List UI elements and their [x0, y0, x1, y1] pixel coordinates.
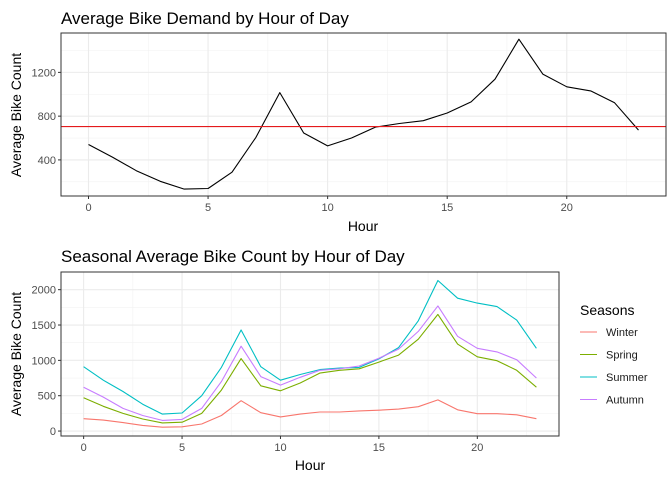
chart-2-gridlines [61, 271, 559, 436]
legend-label: Summer [606, 372, 648, 384]
x-tick-label: 20 [471, 442, 483, 454]
x-tick-label: 0 [85, 202, 91, 214]
chart-2-ticks: 0 5 10 15 20 0 500 1000 1500 2000 [32, 285, 484, 454]
legend-item-winter: Winter [580, 327, 638, 339]
chart-2-title: Seasonal Average Bike Count by Hour of D… [61, 247, 405, 266]
series-line [88, 38, 639, 190]
x-tick-label: 15 [441, 202, 453, 214]
chart-2-x-axis-title: Hour [295, 457, 326, 473]
y-tick-label: 1200 [32, 67, 56, 79]
y-tick-label: 0 [50, 426, 56, 438]
chart-1-ticks: 0 5 10 15 20 400 800 1200 [32, 67, 573, 214]
y-tick-label: 400 [38, 155, 56, 167]
y-tick-label: 800 [38, 111, 56, 123]
chart-1-title: Average Bike Demand by Hour of Day [61, 9, 349, 28]
x-tick-label: 5 [205, 202, 211, 214]
x-tick-label: 0 [81, 442, 87, 454]
legend-item-summer: Summer [580, 372, 648, 384]
legend-label: Spring [606, 350, 638, 362]
legend-label: Autumn [606, 395, 644, 407]
chart-1-panel-border [60, 32, 667, 197]
chart-2-y-axis-title: Average Bike Count [8, 292, 24, 416]
legend-title: Seasons [580, 302, 634, 318]
y-tick-label: 1500 [32, 320, 56, 332]
x-tick-label: 5 [179, 442, 185, 454]
x-tick-label: 10 [322, 202, 334, 214]
chart-2-panel-border [60, 271, 560, 437]
x-tick-label: 20 [561, 202, 573, 214]
chart-1-y-axis-title: Average Bike Count [8, 53, 24, 177]
chart-1: Average Bike Demand by Hour of Day 0 5 10 1… [8, 9, 667, 234]
legend-label: Winter [606, 327, 638, 339]
chart-1-gridlines [61, 33, 666, 196]
series-line-autumn [83, 305, 537, 421]
chart-1-series [61, 38, 666, 190]
y-tick-label: 500 [38, 391, 56, 403]
x-tick-label: 15 [373, 442, 385, 454]
series-line-spring [83, 313, 537, 424]
legend-item-autumn: Autumn [580, 395, 644, 407]
chart-2: Seasonal Average Bike Count by Hour of D… [8, 247, 648, 473]
y-tick-label: 1000 [32, 355, 56, 367]
series-line-summer [83, 279, 537, 415]
chart-1-x-axis-title: Hour [348, 218, 379, 234]
series-line-winter [83, 399, 537, 428]
chart-2-legend: Seasons Winter Spring Summer Autumn [580, 302, 648, 407]
y-tick-label: 2000 [32, 285, 56, 297]
legend-item-spring: Spring [580, 350, 638, 362]
x-tick-label: 10 [274, 442, 286, 454]
chart-2-series [83, 279, 537, 428]
